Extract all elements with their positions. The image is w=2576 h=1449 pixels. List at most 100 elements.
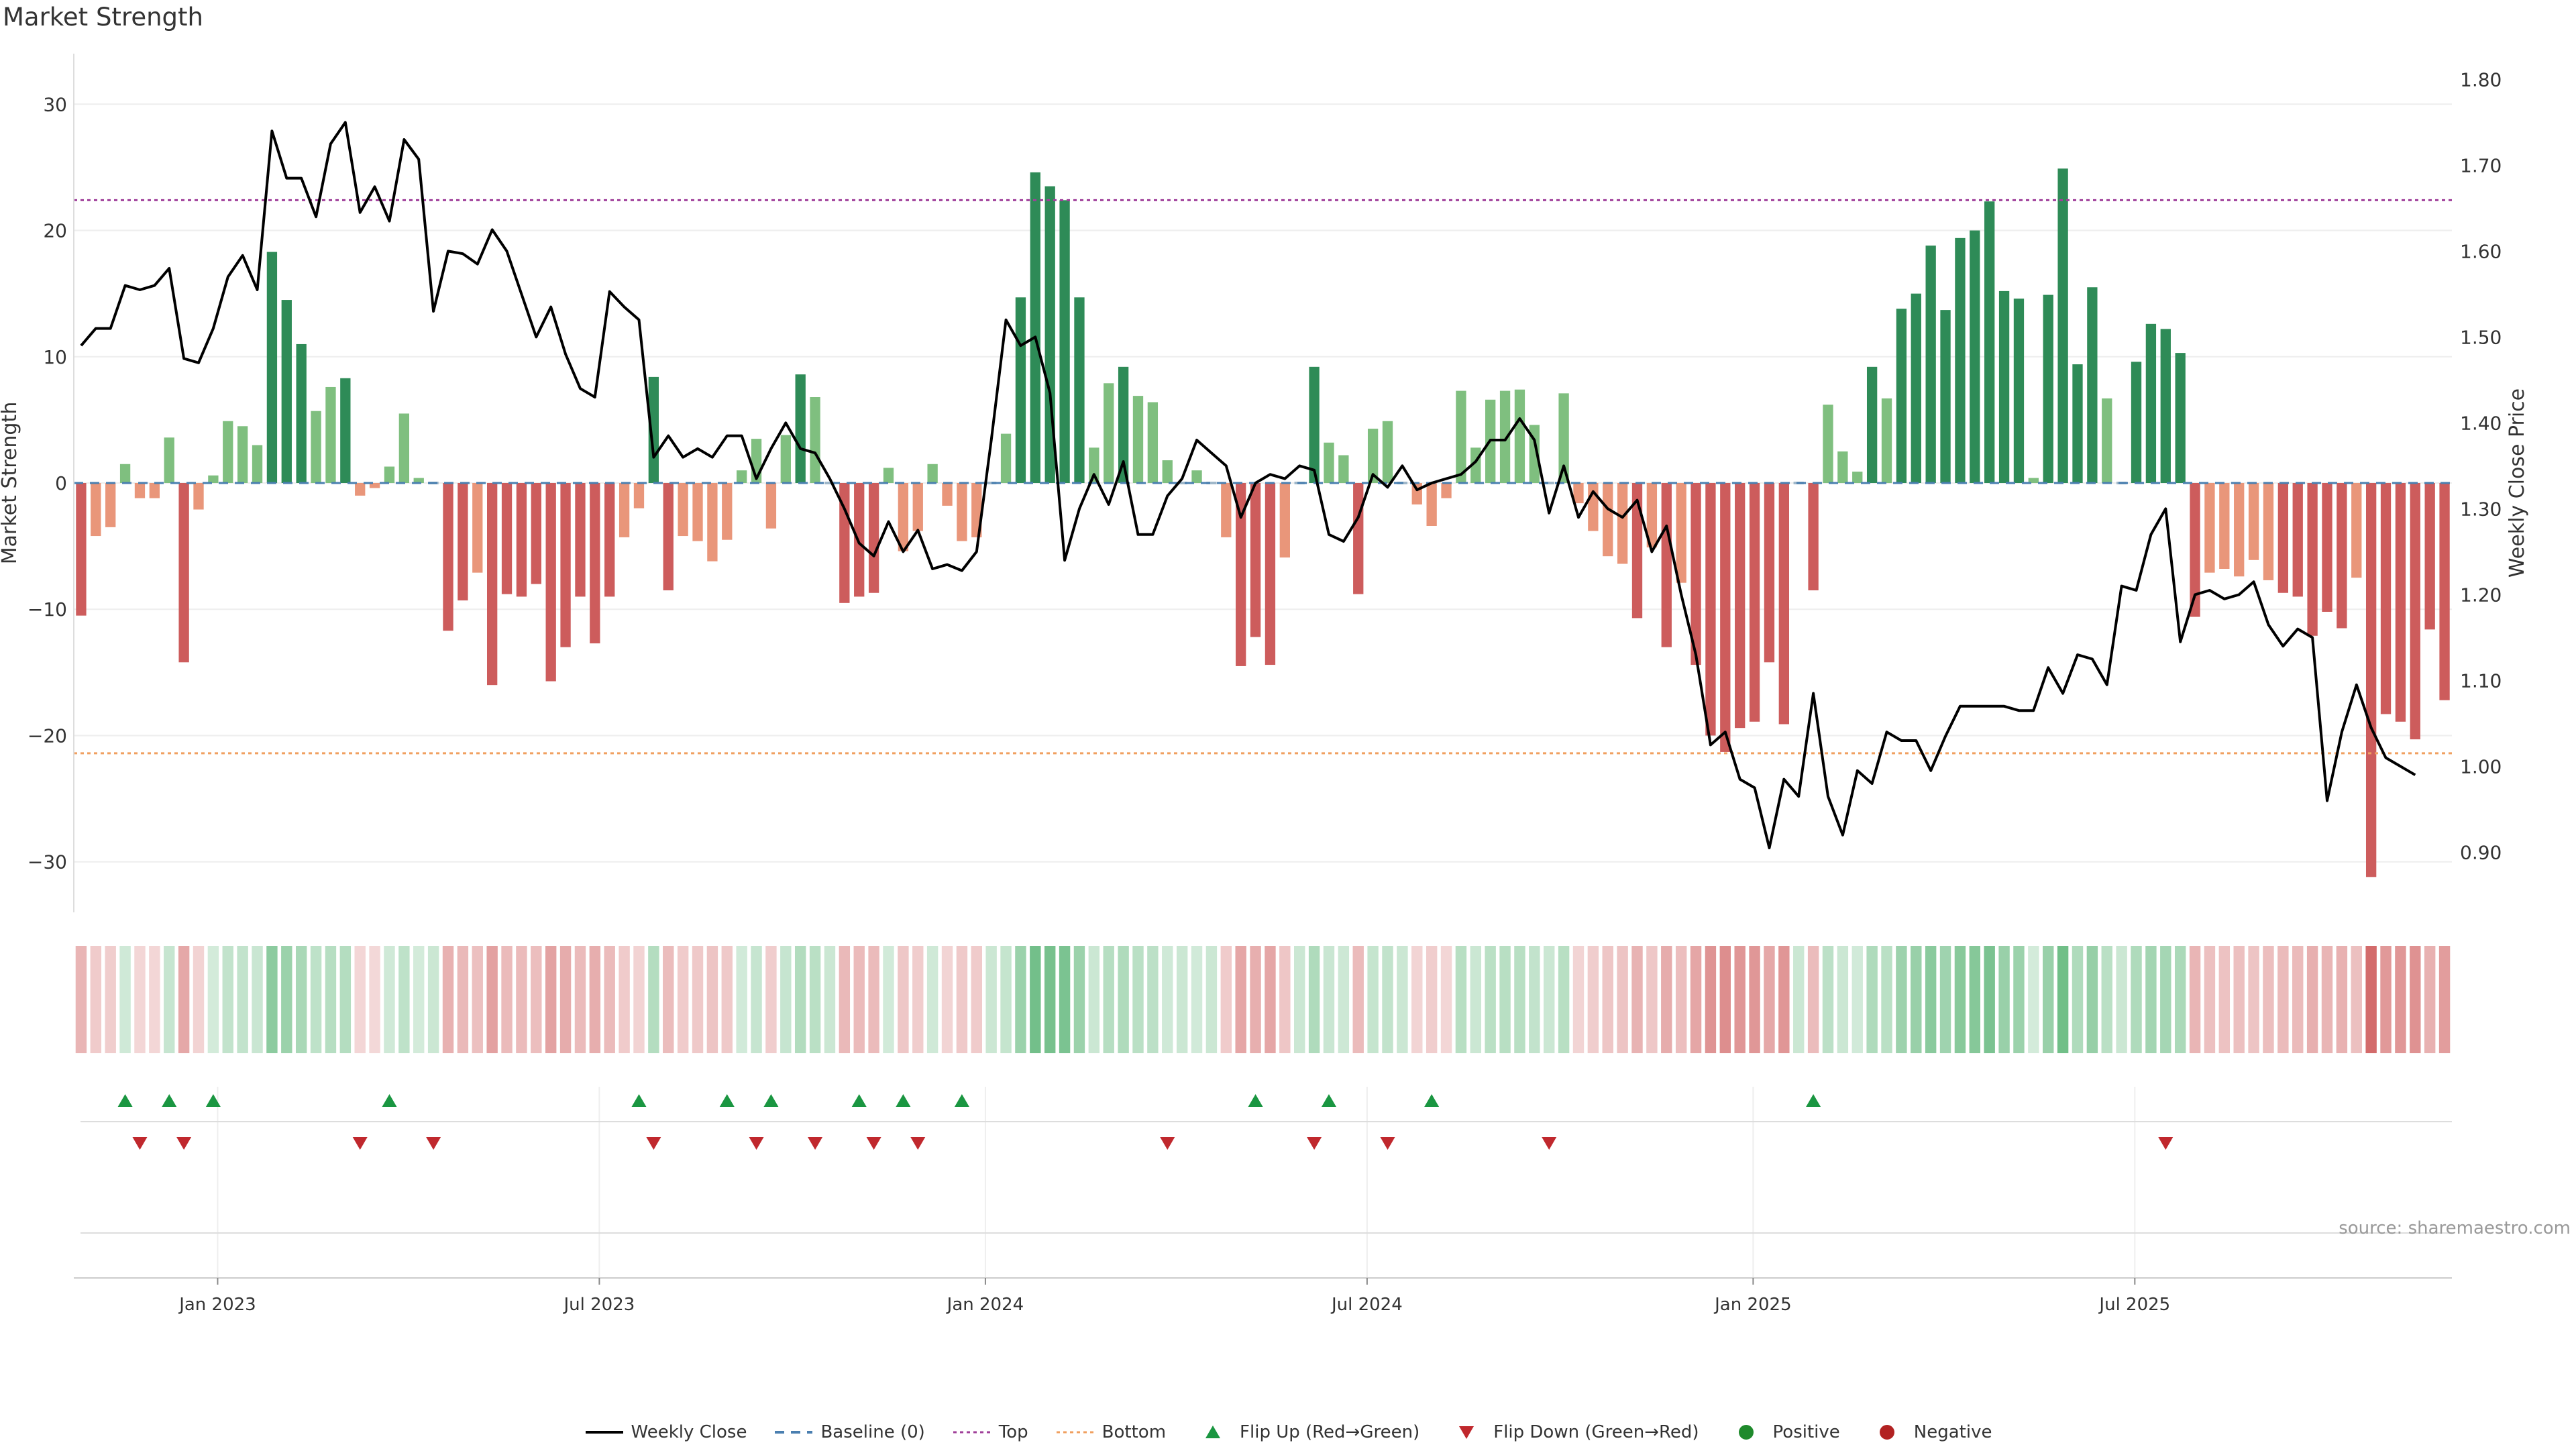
bar bbox=[1089, 447, 1099, 483]
bar bbox=[1984, 201, 1995, 483]
bar bbox=[1544, 482, 1554, 484]
heatmap-cell bbox=[1881, 946, 1892, 1053]
positive-legend-icon bbox=[1726, 1424, 1766, 1441]
heatmap-cell bbox=[1397, 946, 1408, 1053]
heatmap-cell bbox=[692, 946, 704, 1053]
bar bbox=[531, 483, 541, 584]
heatmap-cell bbox=[1470, 946, 1482, 1053]
flip-up-marker bbox=[896, 1094, 911, 1107]
heatmap-cell bbox=[2174, 946, 2186, 1053]
bar bbox=[458, 483, 468, 601]
flip-down-marker bbox=[352, 1137, 368, 1150]
heatmap-cell bbox=[398, 946, 410, 1053]
flip-up-marker bbox=[631, 1094, 647, 1107]
heatmap-cell bbox=[2365, 946, 2377, 1053]
bar bbox=[2424, 483, 2435, 630]
heatmap-cell bbox=[2321, 946, 2333, 1053]
heatmap-cell bbox=[941, 946, 953, 1053]
bar bbox=[1925, 246, 1936, 483]
heatmap-cell bbox=[1440, 946, 1452, 1053]
flip-down-marker bbox=[132, 1137, 148, 1150]
bar bbox=[252, 445, 263, 483]
heatmap-cell bbox=[457, 946, 469, 1053]
heatmap-cell bbox=[384, 946, 395, 1053]
flip-up-marker bbox=[117, 1094, 133, 1107]
bar bbox=[1778, 483, 1789, 724]
heatmap-cell bbox=[1587, 946, 1599, 1053]
heatmap-cell bbox=[134, 946, 146, 1053]
bar bbox=[1118, 366, 1129, 483]
bar bbox=[1646, 483, 1658, 547]
heatmap-cell bbox=[868, 946, 879, 1053]
bar bbox=[2395, 483, 2406, 722]
heatmap-cell bbox=[1088, 946, 1100, 1053]
heatmap-cell bbox=[839, 946, 851, 1053]
heatmap-cell bbox=[2028, 946, 2039, 1053]
heatmap-cell bbox=[310, 946, 322, 1053]
bar bbox=[2043, 294, 2053, 483]
y-axis-label: Market Strength bbox=[0, 402, 21, 564]
heatmap-cell bbox=[1205, 946, 1218, 1053]
heatmap-cell bbox=[1778, 946, 1790, 1053]
axes: −30 −20 −10 0 10 20 30 0.90 1.00 1.10 1.20 1.30 1.40… bbox=[28, 54, 2502, 1315]
bar bbox=[2337, 483, 2347, 629]
bar bbox=[2028, 478, 2039, 483]
bar bbox=[1514, 389, 1525, 483]
heatmap-cell bbox=[178, 946, 190, 1053]
heatmap-cell bbox=[1661, 946, 1672, 1053]
bar bbox=[1177, 482, 1187, 484]
heatmap-cell bbox=[501, 946, 513, 1053]
heatmap-cell bbox=[1719, 946, 1731, 1053]
bar bbox=[1382, 421, 1393, 483]
heatmap-cell bbox=[2013, 946, 2025, 1053]
bar bbox=[1279, 483, 1290, 558]
bar bbox=[2072, 364, 2083, 483]
bar bbox=[1104, 383, 1114, 483]
bar bbox=[648, 376, 659, 483]
flip-up-marker bbox=[851, 1094, 867, 1107]
y-tick-label: −20 bbox=[28, 724, 67, 747]
bar bbox=[2277, 483, 2289, 593]
negative-legend-icon bbox=[1867, 1424, 1907, 1441]
heatmap-cell bbox=[1969, 946, 1981, 1053]
heatmap-cell bbox=[985, 946, 997, 1053]
bar bbox=[398, 413, 410, 483]
heatmap-cell bbox=[105, 946, 116, 1053]
bar bbox=[1499, 390, 1511, 483]
bar bbox=[2131, 362, 2142, 483]
heatmap-cell bbox=[1558, 946, 1570, 1053]
bar bbox=[1162, 460, 1173, 483]
heatmap-cell bbox=[1485, 946, 1496, 1053]
bar bbox=[340, 378, 351, 483]
bar bbox=[325, 386, 336, 483]
legend-item: Flip Up (Red→Green) bbox=[1193, 1422, 1419, 1442]
bar bbox=[486, 483, 498, 686]
heatmap-cell bbox=[281, 946, 292, 1053]
heatmap-cell bbox=[516, 946, 527, 1053]
bar bbox=[105, 483, 116, 527]
bar bbox=[2322, 483, 2332, 612]
heatmap-cell bbox=[1529, 946, 1540, 1053]
y2-tick-label: 1.50 bbox=[2460, 326, 2502, 348]
bar bbox=[1030, 172, 1040, 483]
heatmap-cell bbox=[2292, 946, 2304, 1053]
bar bbox=[1970, 230, 1980, 483]
heatmap-cell bbox=[149, 946, 160, 1053]
strength-bars bbox=[76, 168, 2450, 877]
bar bbox=[1676, 483, 1686, 583]
heatmap-cell bbox=[1514, 946, 1525, 1053]
heatmap-cell bbox=[574, 946, 586, 1053]
bar bbox=[1132, 396, 1144, 483]
flip-up-marker bbox=[1248, 1094, 1263, 1107]
bar bbox=[1603, 483, 1613, 557]
bar bbox=[2160, 329, 2171, 483]
heatmap-cell bbox=[486, 946, 498, 1053]
x-tick-label: Jan 2023 bbox=[178, 1295, 256, 1315]
heatmap-cell bbox=[2277, 946, 2289, 1053]
heatmap-cell bbox=[736, 946, 747, 1053]
bar bbox=[91, 483, 101, 537]
flip-up-legend-icon bbox=[1193, 1424, 1233, 1441]
heatmap-cell bbox=[1734, 946, 1746, 1053]
bar bbox=[1236, 483, 1246, 666]
baseline-legend-icon bbox=[773, 1424, 814, 1441]
